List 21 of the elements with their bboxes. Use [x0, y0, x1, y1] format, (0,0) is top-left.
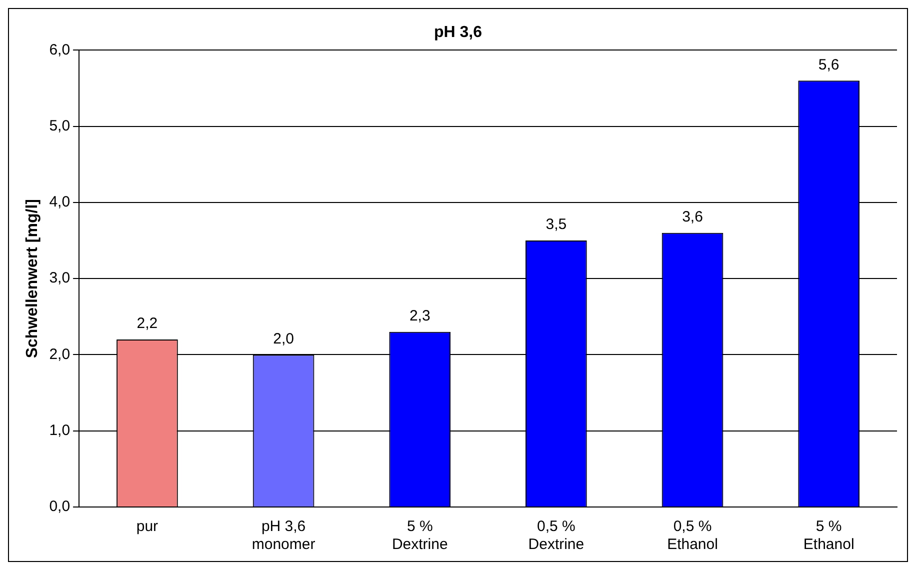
y-tick-label: 5,0 — [49, 117, 70, 134]
y-tick-label: 6,0 — [49, 41, 70, 58]
x-tick-label: pH 3,6 monomer — [252, 518, 316, 554]
y-tick-label: 0,0 — [49, 498, 70, 516]
y-tick-label: 1,0 — [49, 422, 70, 440]
data-label: 3,5 — [546, 216, 567, 234]
x-tick-label: 5 % Dextrine — [392, 518, 448, 554]
y-tick-label: 2,0 — [49, 346, 70, 363]
x-tick-label: pur — [136, 518, 158, 536]
x-tick-label: 0,5 % Dextrine — [528, 518, 584, 554]
chart-title: pH 3,6 — [434, 24, 482, 42]
data-label: 2,2 — [136, 315, 158, 332]
y-tick-label: 3,0 — [49, 270, 70, 287]
y-tick-label: 4,0 — [49, 194, 70, 211]
x-tick-label: 5 % Ethanol — [803, 518, 854, 554]
x-tick-label: 0,5 % Ethanol — [667, 518, 718, 554]
data-label: 2,0 — [273, 330, 294, 348]
data-label: 5,6 — [818, 56, 840, 74]
data-label: 3,6 — [682, 208, 703, 226]
y-axis-title: Schwellenwert [mg/l] — [24, 199, 42, 358]
data-label: 2,3 — [409, 308, 430, 325]
